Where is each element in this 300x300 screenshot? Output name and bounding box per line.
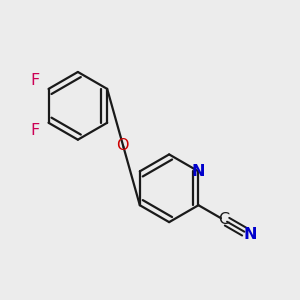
Text: F: F: [30, 73, 39, 88]
Text: C: C: [218, 212, 230, 227]
Text: O: O: [116, 138, 128, 153]
Text: F: F: [30, 123, 39, 138]
Text: N: N: [243, 227, 257, 242]
Text: N: N: [192, 164, 205, 179]
